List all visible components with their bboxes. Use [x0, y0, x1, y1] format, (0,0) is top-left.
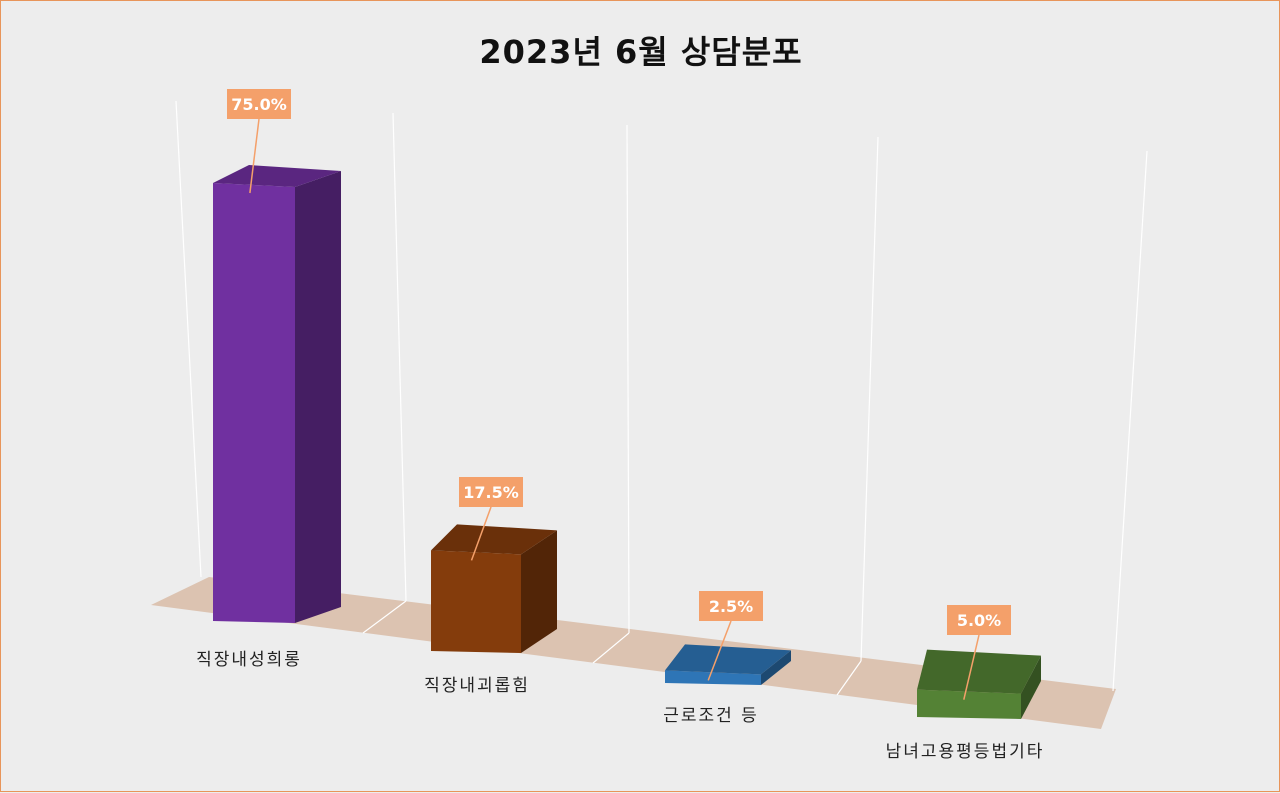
data-label: 17.5% [463, 483, 519, 502]
data-label: 5.0% [957, 611, 1001, 630]
category-label: 근로조건 등 [663, 706, 759, 726]
data-label-box [459, 477, 523, 507]
bar-front-4 [917, 689, 1021, 719]
floor-divider [592, 632, 630, 664]
data-label-leader [963, 634, 980, 700]
bar-side-2 [521, 530, 557, 653]
category-label: 직장내괴롭힘 [424, 676, 530, 696]
category-label: 남녀고용평등법기타 [886, 742, 1045, 762]
bar-front-1 [213, 183, 295, 623]
bar-front-2 [431, 550, 521, 653]
data-label-box [699, 591, 763, 621]
data-label-leader [707, 620, 732, 681]
data-label-leader [470, 506, 492, 561]
data-label-leader [249, 118, 260, 194]
data-label-box [947, 605, 1011, 635]
bar-side-1 [295, 171, 341, 623]
chart-floor [151, 577, 1116, 729]
gridline [626, 124, 630, 634]
gridline [175, 100, 202, 578]
bar-top-2 [431, 524, 557, 555]
bar-side-3 [761, 650, 791, 685]
gridline [860, 136, 879, 662]
gridline [1112, 150, 1148, 692]
gridline [392, 112, 407, 602]
data-label: 75.0% [231, 95, 287, 114]
data-label: 2.5% [709, 597, 753, 616]
floor-divider [362, 600, 407, 634]
bar-top-1 [213, 165, 341, 187]
bar-top-3 [665, 644, 791, 675]
data-label-box [227, 89, 291, 119]
category-label: 직장내성희롱 [196, 650, 302, 670]
floor-divider [836, 660, 862, 696]
bar-top-4 [917, 649, 1041, 694]
bar-front-3 [665, 670, 761, 685]
bar-side-4 [1021, 655, 1041, 719]
chart-title: 2023년 6월 상담분포 [479, 33, 803, 71]
